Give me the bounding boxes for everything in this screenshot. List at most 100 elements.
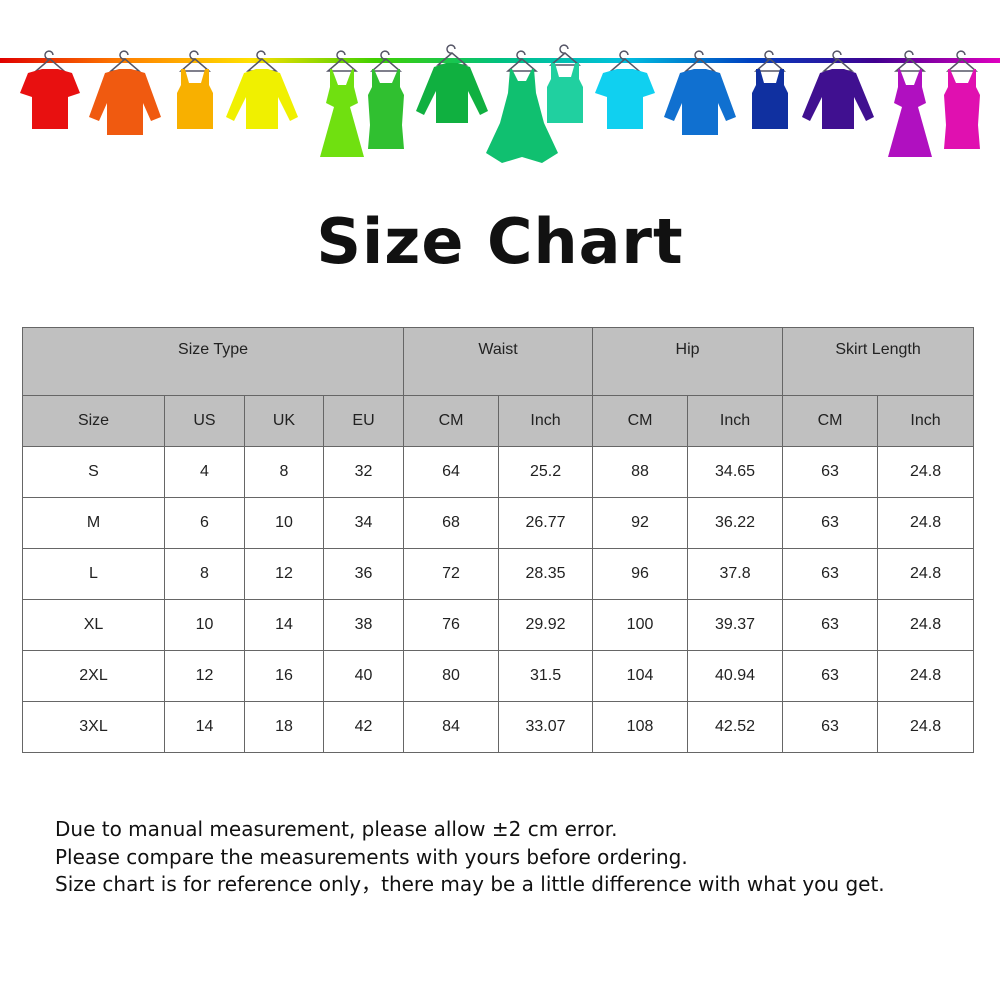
belted-dress-icon: [944, 50, 980, 149]
column-header: UK: [244, 395, 324, 447]
dress-icon: [320, 50, 364, 157]
table-cell: 37.8: [687, 548, 784, 600]
table-cell: 108: [592, 701, 689, 753]
table-cell: 8: [164, 548, 245, 600]
table-cell: 68: [403, 497, 500, 549]
table-cell: 16: [244, 650, 324, 702]
clothes-banner: [0, 44, 1000, 163]
table-cell: 104: [592, 650, 689, 702]
tshirt-icon: [20, 50, 80, 129]
table-row: 3XL 14 18 42 84 33.07 108 42.52 63 24.8: [22, 701, 975, 753]
table-cell: 33.07: [498, 701, 594, 753]
table-cell: 84: [403, 701, 500, 753]
table-cell: S: [22, 446, 165, 498]
table-cell: 63: [782, 701, 879, 753]
sub-header-row: Size US UK EU CM Inch CM Inch CM Inch: [22, 395, 975, 447]
column-header: EU: [322, 395, 405, 447]
sweater-icon: [226, 50, 298, 129]
table-cell: M: [22, 497, 165, 549]
tank-top-icon: [547, 44, 583, 123]
group-header: Hip: [592, 327, 784, 396]
note-line: Size chart is for reference only，there m…: [55, 872, 885, 896]
table-row: M 6 10 34 68 26.77 92 36.22 63 24.8: [22, 497, 975, 549]
column-header: Inch: [498, 395, 594, 447]
table-cell: 24.8: [877, 548, 975, 600]
table-cell: 88: [592, 446, 689, 498]
sweater-icon: [802, 50, 874, 129]
table-cell: 18: [244, 701, 324, 753]
table-cell: 6: [164, 497, 245, 549]
table-row: L 8 12 36 72 28.35 96 37.8 63 24.8: [22, 548, 975, 600]
table-cell: L: [22, 548, 165, 600]
column-header: Size: [22, 395, 165, 447]
table-cell: 63: [782, 599, 879, 651]
belted-dress-icon: [368, 50, 404, 149]
notes: Due to manual measurement, please allow …: [55, 816, 885, 899]
table-cell: 2XL: [22, 650, 165, 702]
table-cell: 26.77: [498, 497, 594, 549]
table-cell: 14: [244, 599, 324, 651]
table-cell: 14: [164, 701, 245, 753]
table-cell: 39.37: [687, 599, 784, 651]
table-cell: 76: [403, 599, 500, 651]
tank-top-icon: [752, 50, 788, 129]
table-cell: 92: [592, 497, 689, 549]
table-row: 2XL 12 16 40 80 31.5 104 40.94 63 24.8: [22, 650, 975, 702]
table-cell: 12: [164, 650, 245, 702]
table-cell: 29.92: [498, 599, 594, 651]
flared-dress-icon: [486, 50, 558, 163]
table-cell: 34.65: [687, 446, 784, 498]
table-cell: 96: [592, 548, 689, 600]
table-cell: 36.22: [687, 497, 784, 549]
note-line: Due to manual measurement, please allow …: [55, 817, 618, 841]
column-header: Inch: [687, 395, 784, 447]
table-cell: 40: [322, 650, 405, 702]
table-cell: 34: [322, 497, 405, 549]
table-cell: 28.35: [498, 548, 594, 600]
column-header: CM: [592, 395, 689, 447]
table-cell: 10: [164, 599, 245, 651]
tshirt-icon: [595, 50, 655, 129]
group-header: Waist: [403, 327, 594, 396]
column-header: CM: [782, 395, 879, 447]
table-cell: 4: [164, 446, 245, 498]
table-cell: 3XL: [22, 701, 165, 753]
table-cell: 38: [322, 599, 405, 651]
group-header-row: Size Type Waist Hip Skirt Length: [21, 327, 975, 396]
table-cell: 24.8: [877, 599, 975, 651]
column-header: Inch: [877, 395, 975, 447]
hanger-rail: [0, 58, 1000, 63]
table-cell: 63: [782, 650, 879, 702]
table-cell: 40.94: [687, 650, 784, 702]
table-cell: 24.8: [877, 446, 975, 498]
size-table: Size Type Waist Hip Skirt Length Size US UK EU C…: [21, 327, 975, 753]
group-header: Skirt Length: [782, 327, 975, 396]
table-cell: 32: [322, 446, 405, 498]
table-cell: 12: [244, 548, 324, 600]
table-cell: 24.8: [877, 497, 975, 549]
table-cell: 25.2: [498, 446, 594, 498]
table-cell: 36: [322, 548, 405, 600]
table-cell: XL: [22, 599, 165, 651]
note-line: Please compare the measurements with you…: [55, 844, 688, 869]
table-cell: 24.8: [877, 701, 975, 753]
table-cell: 63: [782, 446, 879, 498]
table-cell: 72: [403, 548, 500, 600]
dress-icon: [888, 50, 932, 157]
shirt-icon: [664, 50, 736, 135]
table-row: S 4 8 32 64 25.2 88 34.65 63 24.8: [22, 446, 975, 498]
table-cell: 31.5: [498, 650, 594, 702]
table-cell: 8: [244, 446, 324, 498]
table-cell: 42: [322, 701, 405, 753]
table-cell: 100: [592, 599, 689, 651]
table-row: XL 10 14 38 76 29.92 100 39.37 63 24.8: [22, 599, 975, 651]
table-cell: 64: [403, 446, 500, 498]
column-header: US: [164, 395, 245, 447]
table-cell: 10: [244, 497, 324, 549]
column-header: CM: [403, 395, 500, 447]
group-header: Size Type: [21, 327, 405, 396]
table-cell: 80: [403, 650, 500, 702]
table-cell: 24.8: [877, 650, 975, 702]
sweater-icon: [416, 44, 488, 123]
shirt-icon: [89, 50, 161, 135]
